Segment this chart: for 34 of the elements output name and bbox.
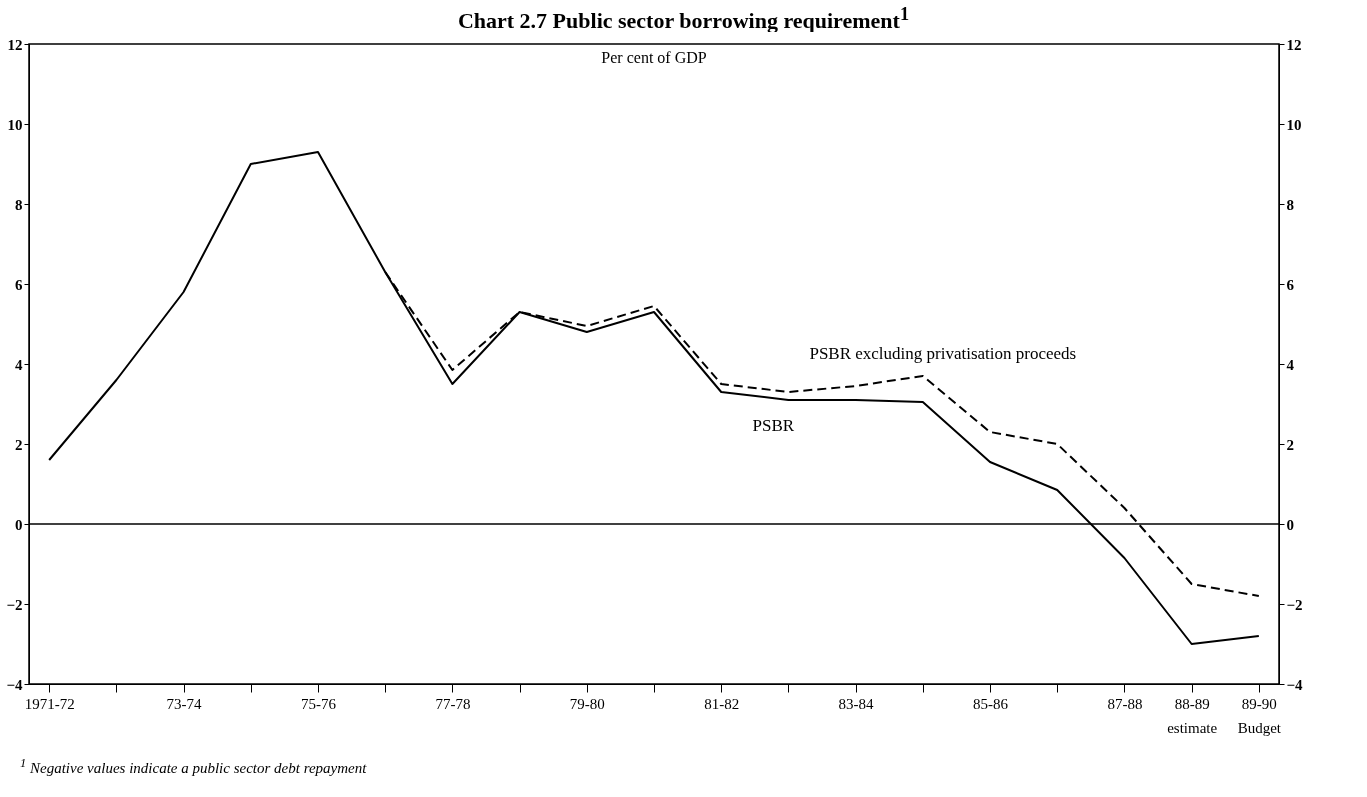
x-tick-label: 85-86: [973, 695, 1009, 712]
y-tick-label: 12: [7, 36, 23, 53]
y2-tick-label: −2: [1286, 596, 1303, 613]
x-tick-label: 77-78: [435, 695, 471, 712]
series-label: PSBR excluding privatisation proceeds: [809, 344, 1077, 363]
text: $^{1}$ Negative values indicate a public sector debt repayment: [20, 756, 368, 777]
series-label: PSBR: [752, 416, 795, 435]
y2-tick-label: 2: [1286, 436, 1294, 453]
y2-tick-label: 8: [1286, 196, 1294, 213]
y-tick-label: 8: [15, 196, 23, 213]
y2-tick-label: 0: [1286, 516, 1294, 533]
y-tick-label: −4: [6, 676, 23, 693]
y2-tick-label: 12: [1286, 36, 1302, 53]
y-tick-label: 0: [15, 516, 23, 533]
x-tick-label: 89-90 Budget: [1237, 695, 1282, 736]
y2-tick-label: −4: [1286, 676, 1304, 693]
x-tick-label: 73-74: [166, 695, 203, 712]
y-tick-label: 10: [7, 116, 23, 133]
y-tick-label: 2: [15, 436, 23, 453]
chart-title: Chart 2.7 Public sector borrowing requirement$^{1}$: [456, 3, 911, 34]
y2-tick-label: 6: [1286, 276, 1295, 293]
x-tick-label: 88-89 estimate: [1167, 695, 1218, 736]
y-tick-label: −2: [6, 596, 23, 613]
y2-tick-label: 4: [1286, 356, 1295, 373]
x-tick-label: 75-76: [300, 695, 337, 712]
annotation: Per cent of GDP: [601, 49, 707, 66]
x-tick-label: 1971-72: [24, 695, 75, 712]
x-tick-label: 79-80: [569, 695, 605, 712]
x-tick-label: 83-84: [838, 695, 875, 712]
x-tick-label: 87-88: [1107, 695, 1143, 712]
x-tick-label: 81-82: [704, 695, 740, 712]
y2-tick-label: 10: [1286, 116, 1302, 133]
y-tick-label: 4: [15, 356, 23, 373]
y-tick-label: 6: [15, 276, 23, 293]
